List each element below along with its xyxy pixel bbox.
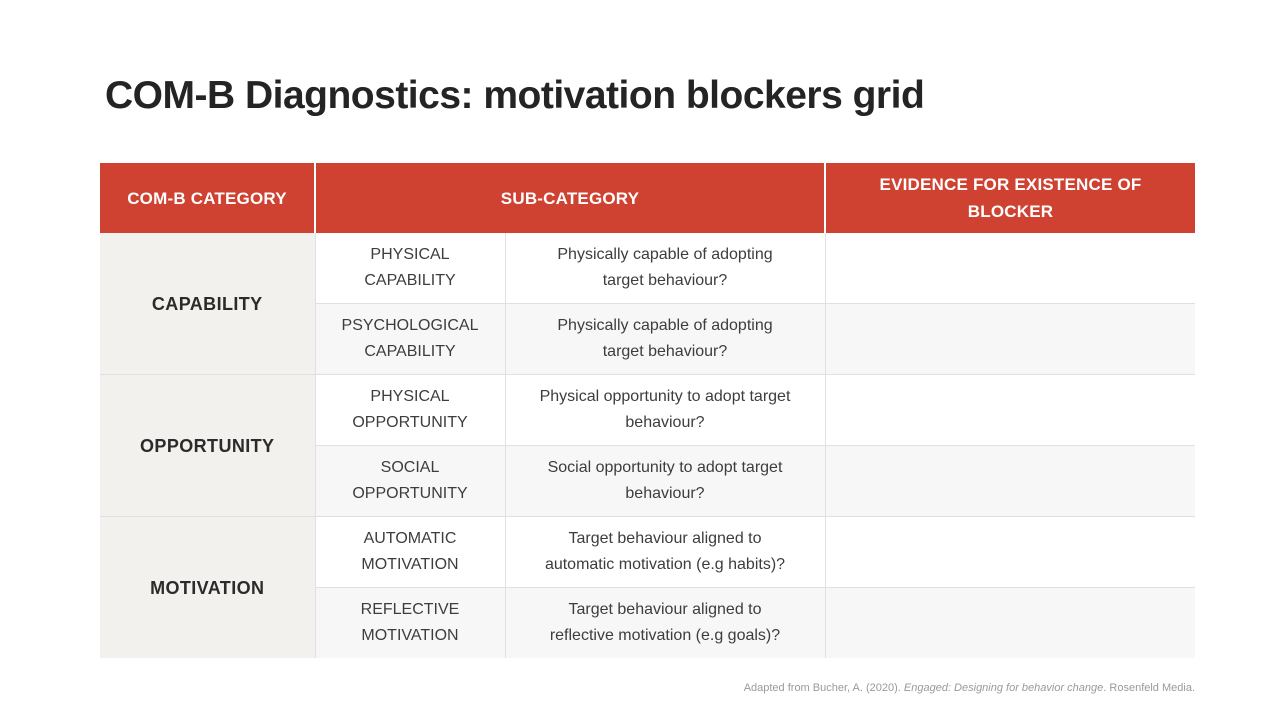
subcategory-cell: REFLECTIVE MOTIVATION (314, 587, 506, 659)
table-row-physical-opportunity: OPPORTUNITY PHYSICAL OPPORTUNITY Physica… (99, 374, 1196, 517)
evidence-cell (824, 587, 1196, 659)
table: COM-B CATEGORY SUB-CATEGORY EVIDENCE FOR… (99, 163, 1196, 659)
subcategory-cell: PSYCHOLOGICAL CAPABILITY (314, 303, 506, 375)
table-row-physical-capability: CAPABILITY PHYSICAL CAPABILITY Physicall… (99, 233, 1196, 375)
question-cell: Physical opportunity to adopt target beh… (504, 374, 826, 446)
header-comb-category: COM-B CATEGORY (100, 163, 315, 233)
subcategory-cell: PHYSICAL CAPABILITY (314, 233, 506, 304)
category-cell-motivation: MOTIVATION (99, 516, 316, 659)
citation: Adapted from Bucher, A. (2020). Engaged:… (744, 682, 1195, 694)
citation-prefix: Adapted from Bucher, A. (2020). (743, 682, 904, 694)
citation-suffix: . Rosenfeld Media. (1103, 682, 1195, 694)
evidence-cell (824, 233, 1196, 304)
table-row-psychological-capability: PSYCHOLOGICAL CAPABILITY Physically capa… (100, 303, 1196, 375)
question-cell: Target behaviour aligned to automatic mo… (504, 516, 826, 588)
question-cell: Social opportunity to adopt target behav… (504, 445, 826, 517)
question-cell: Target behaviour aligned to reflective m… (504, 587, 826, 659)
page-title: COM-B Diagnostics: motivation blockers g… (105, 74, 925, 117)
table-row-social-opportunity: SOCIAL OPPORTUNITY Social opportunity to… (100, 445, 1196, 517)
evidence-cell (824, 303, 1196, 375)
question-cell: Physically capable of adopting target be… (504, 233, 826, 304)
header-evidence: EVIDENCE FOR EXISTENCE OF BLOCKER (824, 163, 1195, 233)
question-cell: Physically capable of adopting target be… (504, 303, 826, 375)
comb-diagnostics-table: COM-B CATEGORY SUB-CATEGORY EVIDENCE FOR… (99, 163, 1196, 659)
subcategory-cell: SOCIAL OPPORTUNITY (314, 445, 506, 517)
evidence-cell (824, 445, 1196, 517)
citation-book-title: Engaged: Designing for behavior change (903, 682, 1104, 694)
header-sub-category: SUB-CATEGORY (314, 163, 825, 233)
subcategory-cell: AUTOMATIC MOTIVATION (314, 516, 506, 588)
table-row-automatic-motivation: MOTIVATION AUTOMATIC MOTIVATION Target b… (99, 516, 1196, 659)
table-header-row: COM-B CATEGORY SUB-CATEGORY EVIDENCE FOR… (100, 163, 1195, 233)
category-cell-opportunity: OPPORTUNITY (99, 374, 316, 517)
subcategory-cell: PHYSICAL OPPORTUNITY (314, 374, 506, 446)
category-cell-capability: CAPABILITY (99, 233, 316, 375)
evidence-cell (824, 516, 1196, 588)
evidence-cell (824, 374, 1196, 446)
table-row-reflective-motivation: REFLECTIVE MOTIVATION Target behaviour a… (100, 587, 1196, 659)
